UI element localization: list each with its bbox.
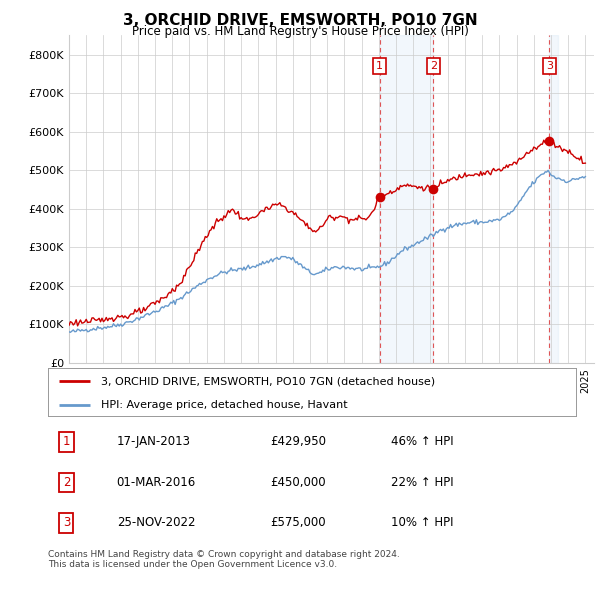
Text: 22% ↑ HPI: 22% ↑ HPI xyxy=(391,476,454,489)
Bar xyxy=(549,35,558,363)
Text: Contains HM Land Registry data © Crown copyright and database right 2024.
This d: Contains HM Land Registry data © Crown c… xyxy=(48,550,400,569)
Text: £575,000: £575,000 xyxy=(270,516,325,529)
Text: 25-NOV-2022: 25-NOV-2022 xyxy=(116,516,195,529)
Text: 3: 3 xyxy=(546,61,553,71)
Text: £450,000: £450,000 xyxy=(270,476,325,489)
Text: 3, ORCHID DRIVE, EMSWORTH, PO10 7GN (detached house): 3, ORCHID DRIVE, EMSWORTH, PO10 7GN (det… xyxy=(101,376,435,386)
Text: 2: 2 xyxy=(63,476,70,489)
Text: 3: 3 xyxy=(63,516,70,529)
Text: 3, ORCHID DRIVE, EMSWORTH, PO10 7GN: 3, ORCHID DRIVE, EMSWORTH, PO10 7GN xyxy=(122,13,478,28)
Text: 1: 1 xyxy=(376,61,383,71)
Text: 10% ↑ HPI: 10% ↑ HPI xyxy=(391,516,454,529)
Bar xyxy=(380,35,433,363)
Text: HPI: Average price, detached house, Havant: HPI: Average price, detached house, Hava… xyxy=(101,400,347,410)
Text: £429,950: £429,950 xyxy=(270,435,326,448)
Text: 2: 2 xyxy=(430,61,437,71)
Text: 46% ↑ HPI: 46% ↑ HPI xyxy=(391,435,454,448)
Text: Price paid vs. HM Land Registry's House Price Index (HPI): Price paid vs. HM Land Registry's House … xyxy=(131,25,469,38)
Text: 17-JAN-2013: 17-JAN-2013 xyxy=(116,435,191,448)
Text: 01-MAR-2016: 01-MAR-2016 xyxy=(116,476,196,489)
Text: 1: 1 xyxy=(63,435,70,448)
